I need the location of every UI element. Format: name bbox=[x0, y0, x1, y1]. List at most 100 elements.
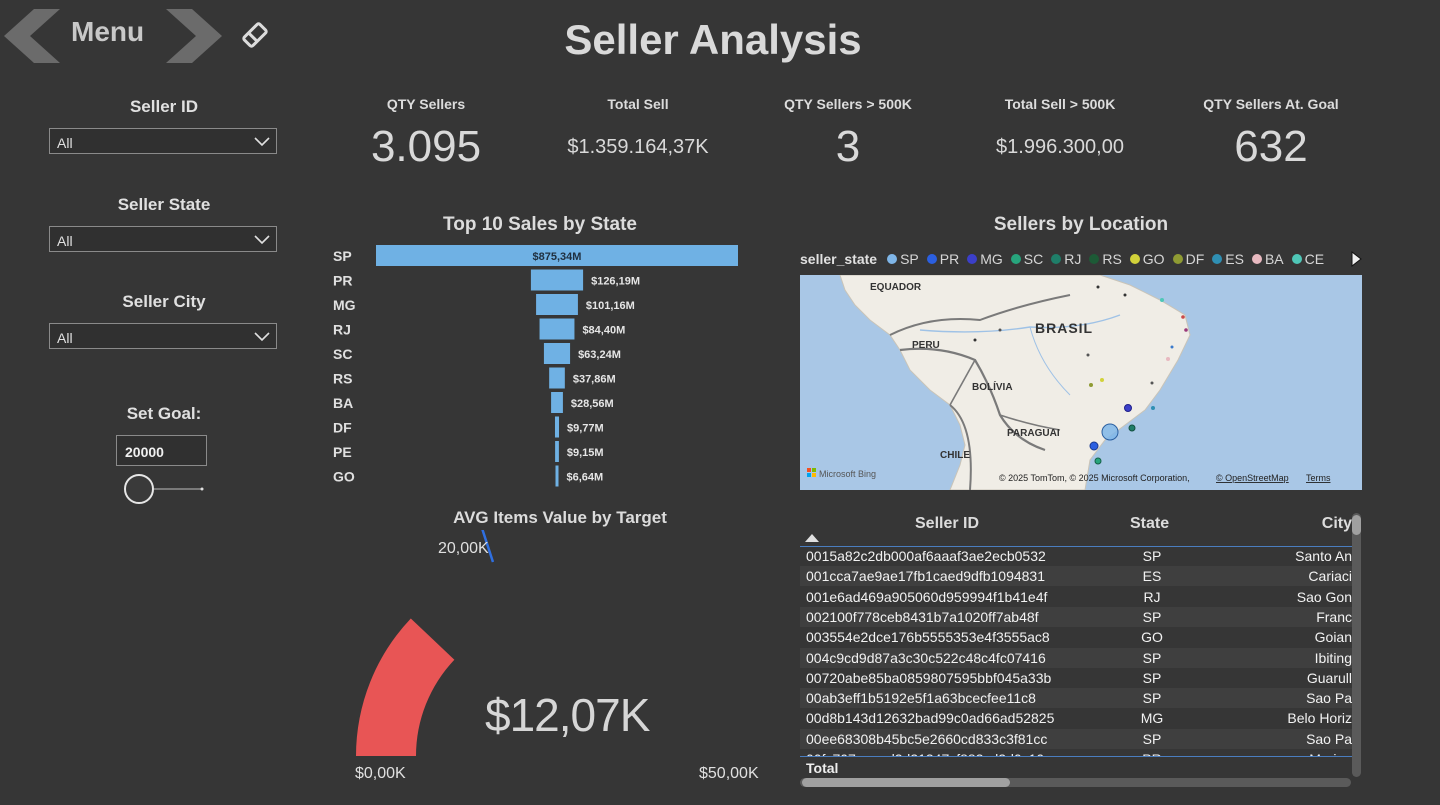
sellers-map[interactable]: EQUADOR BRASIL PERU BOLÍVIA PARAGUAI CHI… bbox=[800, 275, 1362, 490]
cell-state: GO bbox=[1141, 629, 1163, 646]
table-total-label: Total bbox=[806, 760, 839, 776]
column-header-seller-id[interactable]: Seller ID bbox=[915, 515, 980, 532]
map-bubble bbox=[973, 338, 977, 342]
table-row[interactable]: 001cca7ae9ae17fb1caed9dfb1094831 ES Cariac… bbox=[800, 566, 1352, 587]
legend-item[interactable]: SC bbox=[1010, 251, 1043, 267]
map-bubble bbox=[998, 328, 1002, 332]
table-row[interactable]: 00d8b143d12632bad99c0ad66ad52825 MG Belo H… bbox=[800, 708, 1352, 728]
cell-city: Sao Pa bbox=[1306, 730, 1352, 747]
table-row[interactable]: 003554e2dce176b5555353e4f3555ac8 GO Goian bbox=[800, 627, 1352, 647]
seller-city-dropdown[interactable]: All bbox=[49, 323, 277, 349]
openstreetmap-link[interactable]: © OpenStreetMap bbox=[1216, 473, 1289, 483]
legend-item[interactable]: SP bbox=[887, 251, 919, 267]
goal-slider[interactable] bbox=[122, 474, 208, 506]
cell-city: Franc bbox=[1316, 608, 1352, 625]
table-row[interactable]: 0015a82c2db000af6aaaf3ae2ecb0532 SP Santo … bbox=[800, 546, 1352, 566]
table-row[interactable]: 001e6ad469a905060d959994f1b41e4f RJ Sao Go… bbox=[800, 587, 1352, 607]
funnel-bar[interactable] bbox=[555, 465, 559, 487]
legend-item[interactable]: RS bbox=[1089, 251, 1122, 267]
funnel-bar[interactable] bbox=[530, 269, 584, 291]
forward-arrow-icon[interactable] bbox=[166, 9, 222, 63]
table-row[interactable]: 004c9cd9d87a3c30c522c48c4fc07416 SP Ibitin… bbox=[800, 647, 1352, 668]
funnel-bar[interactable] bbox=[554, 416, 560, 438]
cell-state: SP bbox=[1142, 730, 1162, 747]
funnel-bar[interactable] bbox=[543, 343, 571, 364]
funnel-bar[interactable] bbox=[536, 294, 578, 315]
kpi-value: 632 bbox=[1234, 122, 1308, 171]
funnel-category-label: RJ bbox=[333, 322, 351, 338]
funnel-bar[interactable] bbox=[555, 441, 559, 462]
table-row[interactable]: 002100f778ceb8431b7a1020ff7ab48f SP Franc bbox=[800, 606, 1352, 627]
table-row[interactable]: 00ab3eff1b5192e5f1a63bcecfee11c8 SP Sao Pa bbox=[800, 688, 1352, 709]
gauge-value: $12,07K bbox=[485, 689, 650, 741]
terms-link[interactable]: Terms bbox=[1306, 473, 1331, 483]
seller-id-dropdown[interactable]: All bbox=[49, 128, 277, 154]
funnel-category-label: PE bbox=[333, 444, 352, 460]
seller-state-dropdown[interactable]: All bbox=[49, 226, 277, 252]
funnel-bar[interactable] bbox=[376, 245, 738, 266]
seller-city-slicer-title: Seller City bbox=[122, 292, 206, 311]
eraser-icon[interactable] bbox=[240, 20, 270, 50]
goal-input[interactable]: 20000 bbox=[116, 435, 207, 466]
legend-next-icon[interactable] bbox=[1349, 250, 1363, 268]
column-header-city[interactable]: City bbox=[1321, 515, 1352, 532]
funnel-category-label: SC bbox=[333, 346, 352, 362]
kpi-value: 3.095 bbox=[370, 122, 482, 171]
column-header-state[interactable]: State bbox=[1130, 515, 1170, 532]
cell-seller-id: 00720abe85ba0859807595bbf045a33b bbox=[806, 669, 1052, 686]
funnel-data-label: $126,19M bbox=[591, 276, 640, 288]
cell-seller-id: 003554e2dce176b5555353e4f3555ac8 bbox=[806, 629, 1050, 646]
legend-item[interactable]: MG bbox=[967, 251, 1003, 267]
legend-item[interactable]: PR bbox=[926, 251, 959, 267]
cell-state: SP bbox=[1142, 649, 1162, 666]
funnel-bar[interactable] bbox=[549, 367, 565, 389]
funnel-data-label: $875,34M bbox=[533, 251, 582, 263]
map-bubble-sc bbox=[1094, 457, 1102, 465]
legend-item[interactable]: DF bbox=[1172, 251, 1204, 267]
back-arrow-icon[interactable] bbox=[4, 9, 60, 63]
table-row[interactable]: 00720abe85ba0859807595bbf045a33b SP Guarul… bbox=[800, 668, 1352, 688]
legend-dot-icon bbox=[967, 254, 978, 264]
kpi-total-sell-500k: Total Sell > 500K $1.996.300,00 bbox=[960, 96, 1160, 159]
table-vertical-scrollbar[interactable] bbox=[1352, 513, 1361, 777]
legend-label: CE bbox=[1304, 251, 1325, 267]
map-bubble bbox=[1181, 315, 1185, 319]
cell-state: RJ bbox=[1143, 588, 1161, 605]
scrollbar-thumb[interactable] bbox=[1352, 515, 1361, 535]
funnel-bar[interactable] bbox=[551, 392, 563, 413]
avg-items-gauge bbox=[356, 530, 495, 756]
legend-item[interactable]: GO bbox=[1129, 251, 1165, 267]
legend-dot-icon bbox=[926, 254, 937, 264]
legend-dot-icon bbox=[1172, 254, 1183, 264]
cell-state: MG bbox=[1140, 710, 1164, 727]
table-row[interactable]: 00ee68308b45bc5e2660cd833c3f81cc SP Sao Pa bbox=[800, 728, 1352, 749]
table-horizontal-scrollbar[interactable] bbox=[800, 778, 1351, 787]
cell-city: Guarull bbox=[1306, 669, 1352, 686]
map-canvas[interactable]: EQUADOR BRASIL PERU BOLÍVIA PARAGUAI CHI… bbox=[800, 275, 1362, 490]
sort-ascending-icon[interactable] bbox=[805, 534, 819, 542]
legend-item[interactable]: BA bbox=[1251, 251, 1284, 267]
top-sales-funnel-chart: SP $875,34M PR $126,19M MG $101,16M RJ $84,40M S… bbox=[333, 245, 738, 487]
cell-seller-id: 00ee68308b45bc5e2660cd833c3f81cc bbox=[806, 730, 1048, 747]
gauge-max-label: $50,00K bbox=[699, 765, 759, 782]
table-total-row: Total bbox=[800, 756, 1352, 780]
map-bubble-df bbox=[1089, 383, 1093, 387]
legend-item[interactable]: CE bbox=[1291, 251, 1325, 267]
map-bubble-ba bbox=[1166, 357, 1170, 361]
legend-label: SP bbox=[900, 251, 919, 267]
gauge-target-label: 20,00K bbox=[438, 540, 489, 557]
cell-seller-id: 001e6ad469a905060d959994f1b41e4f bbox=[806, 588, 1048, 605]
funnel-bar[interactable] bbox=[539, 318, 575, 340]
seller-state-dropdown-value: All bbox=[57, 233, 73, 249]
menu-label[interactable]: Menu bbox=[71, 16, 145, 47]
cell-seller-id: 004c9cd9d87a3c30c522c48c4fc07416 bbox=[806, 649, 1046, 666]
legend-item[interactable]: RJ bbox=[1051, 251, 1081, 267]
set-goal-title: Set Goal: bbox=[126, 404, 202, 423]
cell-seller-id: 00ab3eff1b5192e5f1a63bcecfee11c8 bbox=[806, 690, 1036, 707]
map-bubble bbox=[1123, 293, 1127, 297]
scrollbar-thumb[interactable] bbox=[802, 778, 1010, 787]
gauge-fill-arc bbox=[356, 618, 455, 756]
legend-item[interactable]: ES bbox=[1212, 251, 1244, 267]
funnel-category-label: PR bbox=[333, 273, 352, 289]
chevron-down-icon bbox=[254, 235, 270, 245]
